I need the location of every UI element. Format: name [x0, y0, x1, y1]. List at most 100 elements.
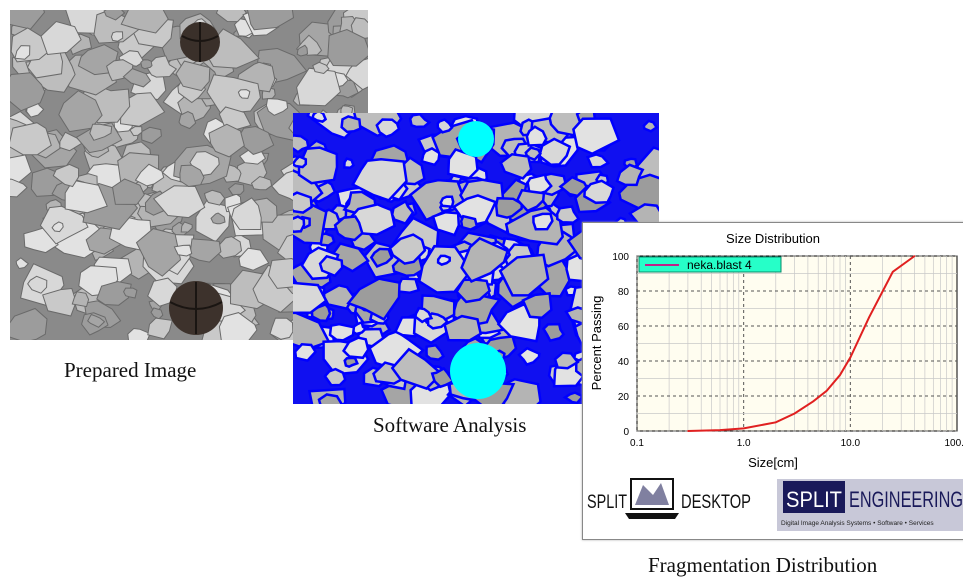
rock-fragment — [460, 236, 510, 283]
rock-fragment — [388, 233, 427, 265]
y-axis-label: Percent Passing — [589, 296, 604, 391]
basketball-scale-marker — [169, 281, 223, 335]
rock-fragment — [64, 179, 108, 214]
rock-fragment — [396, 277, 421, 294]
chart-title: Size Distribution — [726, 231, 820, 246]
rock-fragment — [555, 205, 581, 224]
data-point — [868, 316, 870, 319]
y-tick-label: 40 — [618, 357, 630, 368]
rock-fragment — [129, 125, 143, 137]
rock-fragment — [439, 195, 455, 209]
rock-pile-photo — [10, 10, 368, 340]
rock-fragment — [310, 113, 328, 123]
data-point — [839, 374, 841, 376]
x-axis-ticks: 0.1 1.0 10.0 100.0 — [630, 438, 963, 449]
rock-fragment — [51, 221, 64, 233]
legend: neka.blast 4 — [638, 256, 782, 273]
split-desktop-logo: SPLIT DESKTOP — [587, 478, 751, 519]
rock-fragment — [346, 277, 401, 321]
grid-lines — [636, 255, 957, 432]
size-distribution-chart: Size Distribution 0.1 1.0 10.0 100.0 0 20 40 6… — [587, 231, 963, 531]
x-tick-label: 0.1 — [630, 438, 644, 449]
rock-fragment — [328, 322, 356, 342]
rock-fragment — [71, 291, 90, 308]
rock-fragment — [327, 28, 368, 67]
rock-fragment — [436, 254, 451, 266]
data-point — [687, 430, 689, 432]
rock-fragment — [247, 10, 295, 31]
rock-fragment — [206, 74, 261, 115]
rock-fragment — [15, 257, 30, 270]
rock-fragment — [135, 228, 182, 277]
legend-label: neka.blast 4 — [687, 258, 752, 272]
rock-fragment — [203, 189, 226, 206]
rock-fragment — [208, 123, 245, 158]
rock-fragment — [312, 61, 330, 75]
rock-fragment — [553, 351, 580, 370]
y-tick-label: 60 — [618, 322, 630, 333]
rock-fragment — [250, 175, 273, 191]
rock-fragment — [227, 183, 245, 196]
rock-fragment — [431, 210, 461, 237]
rock-fragment — [525, 125, 548, 147]
rock-fragment — [296, 67, 341, 107]
rock-fragment — [111, 178, 145, 205]
rock-fragment — [515, 188, 546, 213]
rock-fragment — [140, 59, 153, 70]
rock-fragment — [96, 280, 132, 306]
rock-fragment — [110, 31, 124, 42]
rock-fragment — [323, 367, 347, 387]
rock-fragment — [230, 197, 262, 231]
rock-fragment — [408, 113, 432, 129]
rock-fragment — [317, 393, 344, 404]
rock-fragment — [103, 10, 126, 21]
rock-fragment — [541, 322, 566, 343]
rock-fragment — [215, 10, 247, 23]
rock-fragment — [390, 347, 444, 391]
rock-fragment — [120, 10, 169, 34]
logo-split-text: SPLIT — [587, 492, 627, 513]
rock-fragment — [14, 45, 31, 60]
y-tick-label: 80 — [618, 287, 630, 298]
prepared-rock-image — [10, 10, 368, 340]
rock-fragments — [10, 10, 368, 340]
rock-fragment — [87, 313, 106, 328]
rock-fragment — [430, 366, 456, 389]
rock-fragment — [293, 281, 328, 315]
rock-fragment — [342, 336, 370, 360]
delineated-fragments — [293, 113, 659, 404]
rock-fragment — [152, 185, 206, 219]
rock-fragment — [269, 317, 294, 340]
data-point — [812, 400, 815, 403]
rock-fragment — [293, 134, 310, 154]
rock-fragment — [52, 163, 80, 188]
caption-software-analysis: Software Analysis — [373, 413, 527, 437]
rock-fragment — [122, 68, 152, 88]
rock-fragment — [237, 89, 251, 99]
rock-fragment — [123, 287, 138, 299]
rock-fragment — [345, 58, 368, 91]
rock-fragment — [89, 123, 113, 141]
delineated-rock-image — [293, 113, 659, 404]
y-tick-label: 0 — [623, 427, 629, 438]
rock-fragment — [293, 215, 306, 233]
split-engineering-logo: SPLIT ENGINEERING Digital Image Analysis… — [777, 479, 963, 531]
rock-fragment — [340, 115, 362, 134]
rock-fragment — [238, 247, 270, 271]
data-point — [825, 389, 828, 392]
y-tick-label: 20 — [618, 392, 630, 403]
data-point — [719, 429, 721, 431]
rock-fragment — [58, 90, 103, 133]
rock-fragment — [180, 221, 193, 233]
rock-fragment — [459, 214, 479, 231]
data-point — [849, 356, 852, 359]
rock-fragment — [333, 215, 364, 242]
rock-fragment — [414, 306, 434, 324]
rock-fragment — [10, 178, 28, 198]
rock-fragment — [585, 153, 611, 169]
rock-fragment — [532, 212, 554, 231]
rock-fragment — [40, 20, 82, 56]
data-point — [913, 255, 916, 257]
scale-marker-large — [450, 343, 506, 399]
rock-fragment — [436, 118, 454, 134]
